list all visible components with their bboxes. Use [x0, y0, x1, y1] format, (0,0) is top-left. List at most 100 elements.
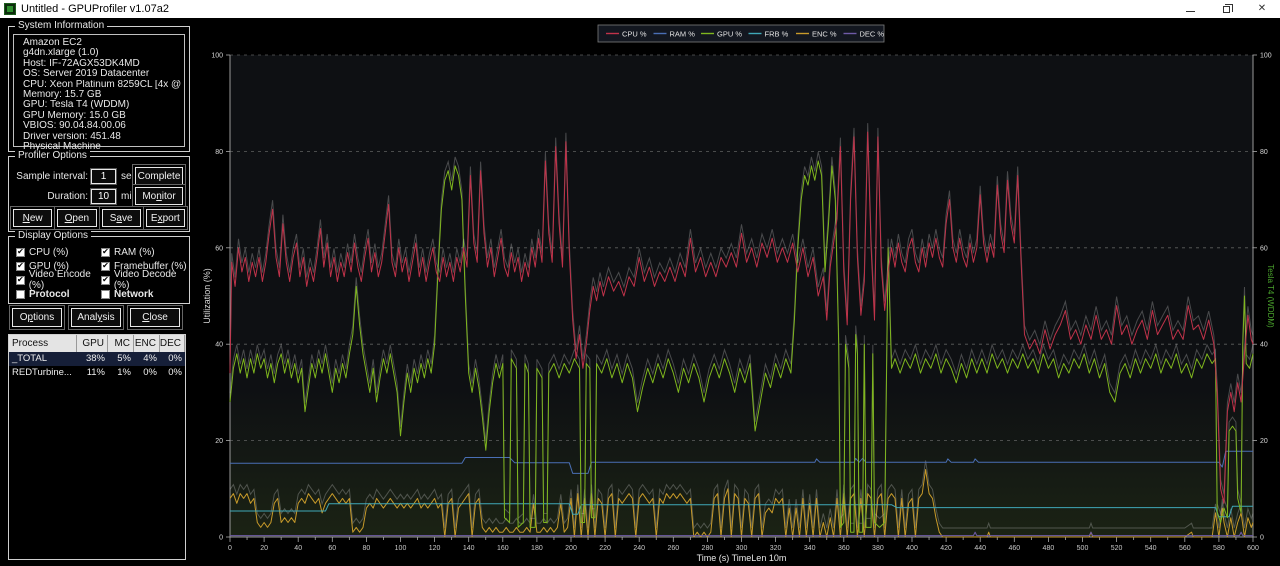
process-table-body: _TOTAL 38% 5% 4% 0% REDTurbine... 11% 1% 0% 0% — [9, 352, 185, 380]
column-header-dec[interactable]: DEC — [160, 335, 185, 352]
table-cell: 1% — [117, 367, 131, 378]
table-cell: 4% — [143, 353, 157, 364]
table-cell: 11% — [86, 367, 105, 378]
svg-text:GPU %: GPU % — [717, 29, 742, 38]
sample-interval-label: Sample interval: — [16, 170, 88, 182]
chart-legend: CPU % RAM % GPU % FRB % ENC % DEC % — [597, 24, 884, 43]
system-info-line: g4dn.xlarge (1.0) — [23, 48, 99, 59]
checkbox-label: GPU (%) — [29, 260, 69, 272]
sidebar: System Information Amazon EC2 g4dn.xlarge… — [0, 18, 196, 566]
checkbox-framebuffer[interactable]: ✔ Framebuffer (%) — [101, 260, 193, 272]
close-icon: ✕ — [1257, 3, 1267, 14]
close-button[interactable]: ✕ — [1244, 0, 1280, 18]
svg-text:220: 220 — [599, 545, 611, 552]
svg-text:120: 120 — [429, 545, 441, 552]
checkbox-gpu[interactable]: ✔ GPU (%) — [16, 260, 101, 272]
analysis-button[interactable]: Analysis — [71, 308, 121, 327]
svg-text:Tesla T4 (WDDM): Tesla T4 (WDDM) — [1266, 264, 1275, 328]
checkbox-protocol[interactable]: Protocol — [16, 288, 101, 300]
column-header-enc[interactable]: ENC — [134, 335, 160, 352]
svg-text:100: 100 — [211, 53, 223, 60]
profiler-options-group: Profiler Options Sample interval: second… — [8, 150, 190, 232]
system-info-line: GPU: Tesla T4 (WDDM) — [23, 100, 130, 111]
svg-text:100: 100 — [395, 545, 407, 552]
checkbox-label: CPU (%) — [29, 246, 69, 258]
close-button[interactable]: Close — [130, 308, 180, 327]
display-options-grid: ✔ CPU (%) ✔ RAM (%) ✔ GPU (%) ✔ Framebuffer (%)… — [16, 246, 193, 300]
svg-text:520: 520 — [1111, 545, 1123, 552]
svg-text:460: 460 — [1008, 545, 1020, 552]
svg-text:20: 20 — [260, 545, 268, 552]
svg-text:60: 60 — [1260, 245, 1268, 252]
duration-input[interactable] — [90, 187, 117, 205]
window-title: Untitled - GPUProfiler v1.07a2 — [21, 3, 169, 15]
table-row[interactable]: _TOTAL 38% 5% 4% 0% — [9, 352, 185, 366]
checkbox-label: Framebuffer (%) — [114, 260, 187, 272]
svg-text:0: 0 — [219, 535, 223, 542]
options-button[interactable]: Options — [12, 308, 62, 327]
restore-button[interactable] — [1208, 0, 1244, 18]
checked-checkbox-icon: ✔ — [101, 247, 110, 257]
svg-text:280: 280 — [702, 545, 714, 552]
svg-text:400: 400 — [906, 545, 918, 552]
svg-text:0: 0 — [1260, 535, 1264, 542]
system-info-line: Amazon EC2 — [23, 38, 82, 48]
system-info-line: Driver version: 451.48 — [23, 131, 121, 142]
svg-text:240: 240 — [633, 545, 645, 552]
display-options-group: Display Options ✔ CPU (%) ✔ RAM (%) ✔ GPU (%)… — [8, 230, 193, 304]
minimize-icon — [1185, 10, 1195, 12]
svg-text:20: 20 — [1260, 438, 1268, 445]
checkbox-label: Video Encode (%) — [28, 269, 91, 291]
system-info-line: Host: IF-72AGX53DK4MD — [23, 58, 140, 69]
table-cell: 5% — [117, 353, 131, 364]
sample-interval-input[interactable] — [90, 167, 117, 185]
svg-text:300: 300 — [736, 545, 748, 552]
process-table-header: Process GPU MC ENC DEC — [9, 335, 185, 352]
table-cell: 0% — [168, 367, 182, 378]
column-header-mc[interactable]: MC — [108, 335, 134, 352]
checkbox-network[interactable]: Network — [101, 288, 193, 300]
checkbox-cpu[interactable]: ✔ CPU (%) — [16, 246, 101, 258]
file-button-row: New Open Save Export — [13, 209, 185, 227]
svg-text:40: 40 — [215, 342, 223, 349]
checkbox-label: Network — [114, 288, 154, 300]
checked-checkbox-icon: ✔ — [101, 261, 110, 271]
checked-checkbox-icon: ✔ — [101, 275, 110, 285]
checkbox-ram[interactable]: ✔ RAM (%) — [101, 246, 193, 258]
column-header-process[interactable]: Process — [9, 335, 77, 352]
table-cell: _TOTAL — [12, 353, 48, 364]
table-cell: 0% — [168, 353, 182, 364]
minimize-button[interactable] — [1172, 0, 1208, 18]
column-header-gpu[interactable]: GPU — [77, 335, 108, 352]
table-cell: 0% — [143, 367, 157, 378]
svg-text:340: 340 — [804, 545, 816, 552]
svg-text:160: 160 — [497, 545, 509, 552]
table-cell: 38% — [85, 353, 105, 364]
svg-text:Utilization (%): Utilization (%) — [202, 268, 212, 324]
checkbox-video-encode[interactable]: ✔ Video Encode (%) — [16, 269, 101, 291]
svg-text:540: 540 — [1145, 545, 1157, 552]
new-button[interactable]: New — [13, 209, 53, 227]
save-button[interactable]: Save — [101, 209, 141, 227]
svg-text:FRB %: FRB % — [765, 29, 789, 38]
profiler-options-title: Profiler Options — [15, 150, 90, 161]
export-button[interactable]: Export — [145, 209, 185, 227]
svg-text:180: 180 — [531, 545, 543, 552]
svg-text:260: 260 — [667, 545, 679, 552]
svg-text:500: 500 — [1077, 545, 1089, 552]
open-button[interactable]: Open — [57, 209, 97, 227]
duration-label: Duration: — [47, 190, 88, 202]
svg-text:320: 320 — [770, 545, 782, 552]
svg-text:560: 560 — [1179, 545, 1191, 552]
unchecked-checkbox-icon — [101, 289, 110, 299]
svg-text:200: 200 — [565, 545, 577, 552]
system-info-line: CPU: Xeon Platinum 8259CL [4x @ — [23, 79, 182, 90]
checkbox-label: RAM (%) — [114, 246, 155, 258]
svg-text:420: 420 — [940, 545, 952, 552]
svg-text:RAM %: RAM % — [670, 29, 696, 38]
checkbox-video-decode[interactable]: ✔ Video Decode (%) — [101, 269, 193, 291]
monitor-button[interactable]: Monitor — [135, 187, 183, 205]
table-row[interactable]: REDTurbine... 11% 1% 0% 0% — [9, 366, 185, 380]
complete-button[interactable]: Complete — [135, 167, 183, 185]
